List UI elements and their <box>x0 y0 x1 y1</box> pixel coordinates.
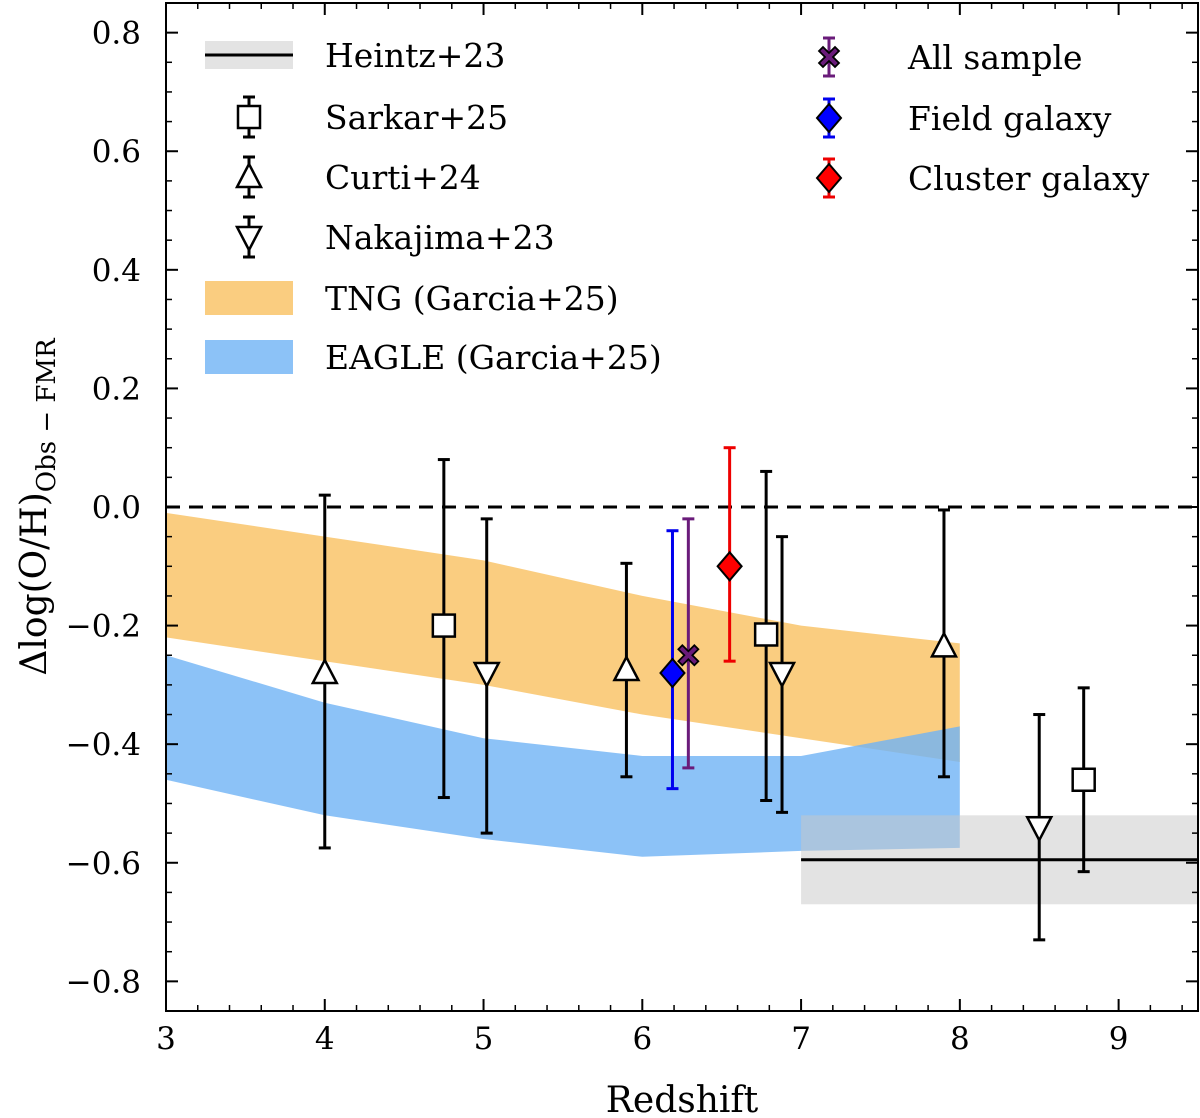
legend-marker <box>236 104 262 130</box>
band-tng <box>166 512 960 762</box>
x-marker-shape <box>677 643 700 667</box>
heintz-band <box>801 815 1198 905</box>
legend-label: Sarkar+25 <box>325 98 508 137</box>
x-tick-label: 8 <box>950 1021 970 1057</box>
legend-label: Curti+24 <box>325 158 481 197</box>
band-eagle <box>166 655 960 857</box>
marker-nakajima-23 <box>1025 815 1054 843</box>
y-tick-label: 0.2 <box>92 371 141 407</box>
legend-item-nakajima-23: Nakajima+23 <box>234 215 555 259</box>
marker-field-galaxy <box>659 657 686 689</box>
legend-label: Cluster galaxy <box>908 159 1150 198</box>
marker-curti-24 <box>612 654 641 682</box>
legend-label: EAGLE (Garcia+25) <box>325 338 662 377</box>
y-tick-label: 0.4 <box>92 253 141 289</box>
point-curti-24 <box>929 508 959 779</box>
legend-label: TNG (Garcia+25) <box>325 279 619 318</box>
x-tick-label: 9 <box>1109 1021 1129 1057</box>
y-tick-label: 0.0 <box>92 490 141 526</box>
point-nakajima-23 <box>767 535 797 814</box>
legend-item-heintz-23: Heintz+23 <box>205 36 505 75</box>
data-points <box>310 446 1096 942</box>
y-tick-label: −0.8 <box>66 964 141 1000</box>
y-tick-label: 0.8 <box>92 16 141 52</box>
marker-curti-24 <box>310 657 339 685</box>
point-nakajima-23 <box>472 517 501 835</box>
point-sarkar-25 <box>1071 686 1096 874</box>
legend-label: All sample <box>907 38 1083 77</box>
point-curti-24 <box>612 561 641 779</box>
legend: Heintz+23 Sarkar+25 Curti+24 Nakajima+23 TNG… <box>205 36 1150 377</box>
marker-curti-24 <box>929 630 959 658</box>
y-axis-title: Δlog(O/H)Obs − FMR <box>14 337 62 676</box>
point-curti-24 <box>310 493 339 850</box>
y-tick-label: −0.6 <box>66 846 141 882</box>
x-tick-label: 6 <box>632 1021 652 1057</box>
x-tick-label: 7 <box>791 1021 811 1057</box>
point-nakajima-23 <box>1025 713 1054 942</box>
y-axis-title-main: Δlog(O/H) <box>14 492 55 675</box>
point-sarkar-25 <box>431 458 457 800</box>
legend-item-all-sample: All sample <box>817 36 1083 78</box>
legend-marker <box>234 225 264 253</box>
point-all-sample <box>677 517 700 770</box>
point-sarkar-25 <box>753 469 779 803</box>
x-tick-label: 5 <box>474 1021 494 1057</box>
legend-item-eagle-garcia-25: EAGLE (Garcia+25) <box>205 338 662 377</box>
legend-swatch-band <box>205 281 293 315</box>
legend-label: Nakajima+23 <box>325 218 555 257</box>
y-tick-label: 0.6 <box>92 134 141 170</box>
x-axis-title: Redshift <box>606 1080 759 1118</box>
point-field-galaxy <box>659 529 686 791</box>
x-marker-shape <box>817 45 841 69</box>
marker-sarkar-25 <box>1071 767 1096 793</box>
legend-marker <box>234 161 264 189</box>
marker-cluster-galaxy <box>716 550 743 582</box>
y-axis-title-subscript: Obs − FMR <box>32 337 62 492</box>
point-cluster-galaxy <box>716 446 743 663</box>
legend-item-tng-garcia-25: TNG (Garcia+25) <box>205 279 619 318</box>
marker-sarkar-25 <box>431 613 457 638</box>
legend-marker <box>815 162 843 194</box>
marker-sarkar-25 <box>753 622 779 647</box>
legend-item-curti-24: Curti+24 <box>234 155 481 199</box>
legend-label: Field galaxy <box>908 99 1112 138</box>
x-tick-label: 3 <box>156 1021 176 1057</box>
legend-item-cluster-galaxy: Cluster galaxy <box>815 157 1150 199</box>
legend-item-field-galaxy: Field galaxy <box>815 97 1112 139</box>
marker-nakajima-23 <box>472 661 501 689</box>
legend-marker <box>817 45 841 69</box>
legend-label: Heintz+23 <box>325 36 505 75</box>
model-bands <box>166 512 960 857</box>
legend-swatch-band <box>205 340 293 374</box>
marker-all-sample <box>677 643 700 667</box>
legend-item-sarkar-25: Sarkar+25 <box>236 95 508 139</box>
y-tick-label: −0.4 <box>66 727 141 763</box>
x-tick-label: 4 <box>315 1021 335 1057</box>
y-tick-label: −0.2 <box>66 609 141 645</box>
marker-nakajima-23 <box>767 661 797 689</box>
axes: 3 4 5 6 7 8 9 −0.8 −0.6 −0.4 −0.2 0.0 0.2 0.4 0.6 0.8 <box>66 2 1199 1057</box>
legend-marker <box>815 102 843 134</box>
